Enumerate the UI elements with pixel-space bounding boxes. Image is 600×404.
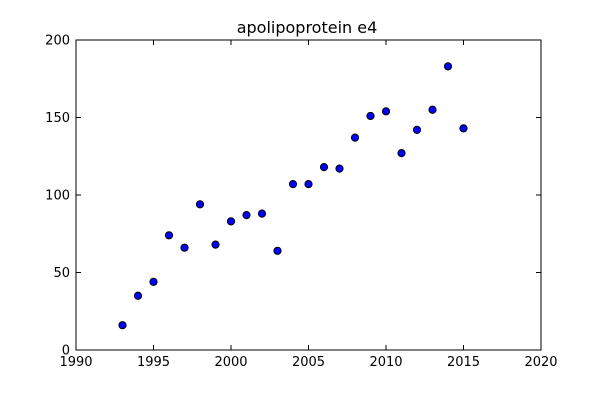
data-point	[459, 124, 468, 133]
data-point	[226, 217, 236, 226]
x-tick-label: 1995	[137, 355, 170, 370]
data-point	[397, 149, 406, 158]
data-point	[149, 277, 158, 286]
data-point	[350, 133, 360, 142]
data-point	[242, 211, 251, 220]
x-tick-label: 2000	[214, 355, 247, 370]
data-point	[180, 243, 189, 252]
data-point	[366, 111, 375, 121]
data-point	[288, 180, 298, 189]
plot-frame	[75, 39, 542, 351]
x-tick-label: 2005	[292, 355, 325, 370]
data-point	[273, 246, 282, 255]
data-point	[319, 163, 329, 172]
data-point	[412, 125, 422, 134]
x-tick-label: 1990	[59, 355, 92, 370]
chart-title: apolipoprotein e4	[237, 18, 378, 37]
data-point	[118, 321, 127, 330]
data-point	[335, 164, 344, 173]
x-tick-label: 2010	[369, 355, 402, 370]
data-point	[211, 240, 220, 249]
data-point	[257, 209, 267, 218]
y-tick-label: 0	[62, 344, 70, 359]
data-point	[133, 291, 143, 300]
plot-area: 1990 1995 2000 2005 2010 2015 2020 0 50 100 150 200	[45, 34, 557, 371]
data-point	[381, 107, 391, 116]
y-tick-label: 200	[45, 34, 70, 49]
data-point	[195, 200, 205, 209]
y-tick-label: 100	[45, 189, 70, 204]
data-point	[428, 105, 437, 114]
y-tick-label: 50	[53, 266, 70, 281]
data-point	[164, 231, 174, 240]
x-tick-label: 2020	[524, 355, 557, 370]
data-point	[443, 62, 453, 71]
data-point	[304, 180, 313, 189]
x-tick-label: 2015	[447, 355, 480, 370]
y-tick-label: 150	[45, 111, 70, 126]
